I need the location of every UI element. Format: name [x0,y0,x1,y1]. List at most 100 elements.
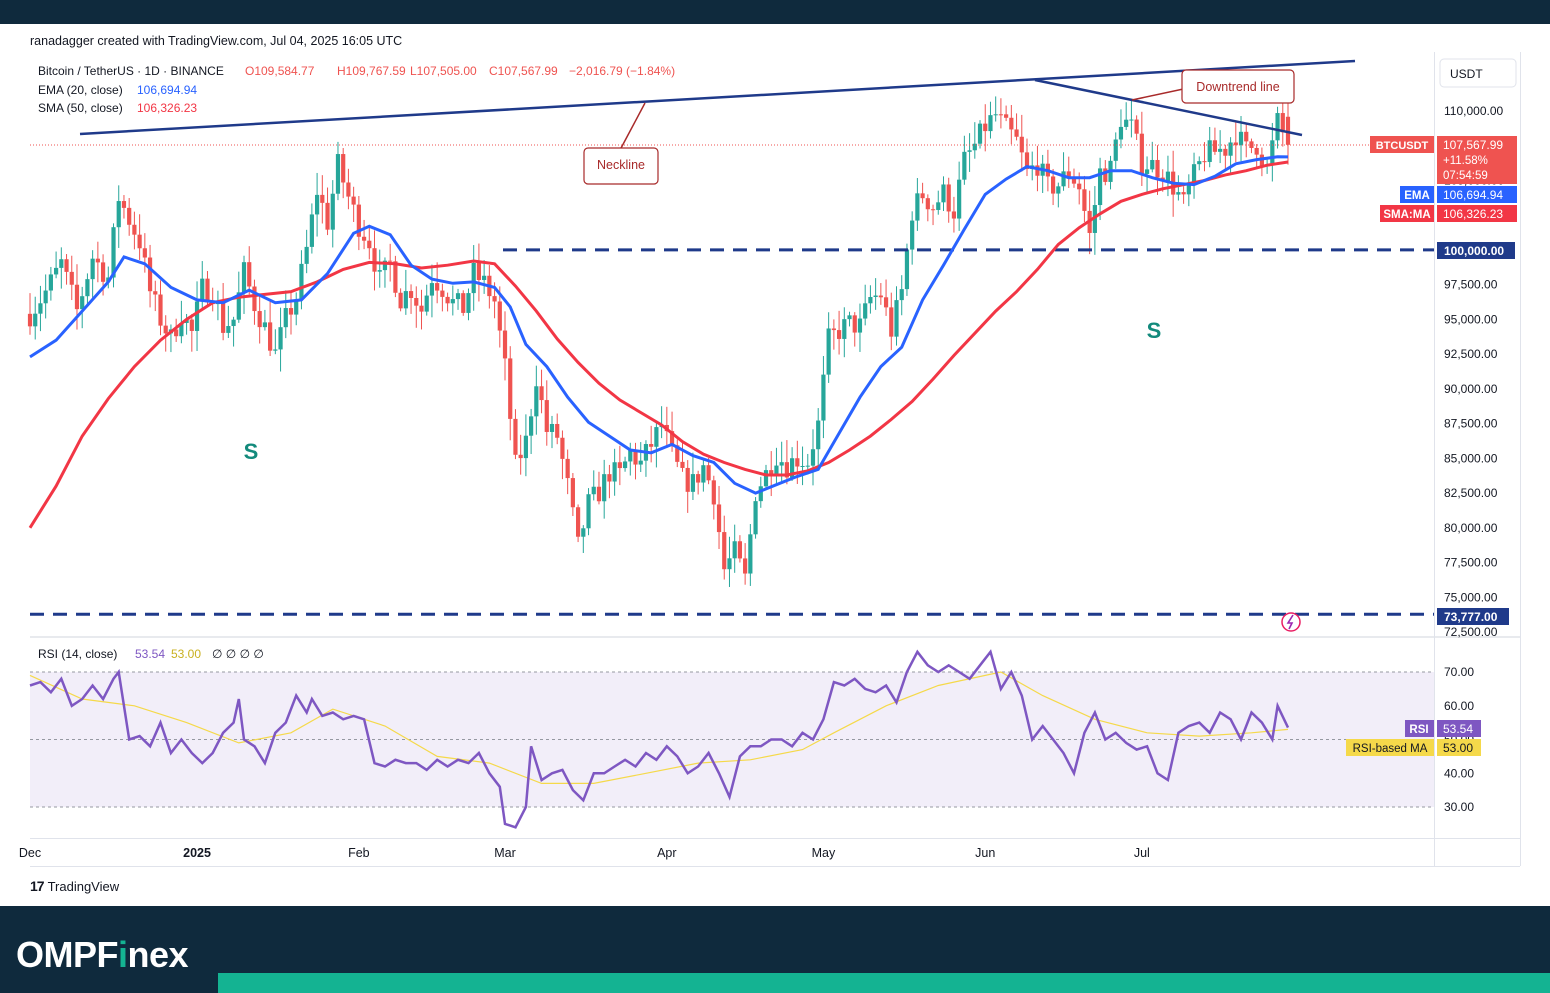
candle-body [497,301,502,331]
rsi-legend[interactable]: RSI (14, close) 53.54 53.00 ∅ ∅ ∅ ∅ [38,647,264,661]
candle-body [273,349,278,351]
currency-button[interactable] [1439,58,1517,88]
candle-body [993,114,998,116]
downtrend-label-box[interactable] [1181,69,1295,104]
chart-canvas[interactable]: Neckline Downtrend line S S Bitcoin / Te… [0,0,1550,906]
candle-body [1009,117,1014,130]
candle-body [408,291,414,298]
candle-body [732,541,737,559]
candle-body [842,319,847,339]
candle-body [977,123,983,144]
candle-body [247,262,252,287]
time-tick-label: Mar [494,846,516,860]
price-tick-label: 82,500.00 [1444,486,1498,500]
top-bar [0,0,1550,24]
candle-body [205,278,210,303]
candle-body [930,209,936,211]
candle-body [174,329,179,337]
candle-body [1202,161,1207,163]
candle-body [153,291,158,295]
candle-body [1113,139,1118,161]
candle-body [414,297,419,306]
candle-body [85,279,90,297]
candle-body [393,261,398,293]
alert-icon[interactable] [1281,612,1301,632]
candle-body [831,328,836,331]
rsi-tag-bg [1405,720,1434,737]
level-73777-badge: 73,777.00 [1437,608,1509,625]
candle-body [74,284,80,310]
candle-body [622,461,628,469]
candle-body [774,465,779,477]
legend-sma-label[interactable]: SMA (50, close) [38,101,123,115]
candle-body [1134,119,1139,134]
candle-body [821,374,826,421]
sma-tag-bg [1380,205,1434,222]
candle-body [555,423,560,438]
price-tick-label: 77,500.00 [1444,556,1498,570]
brand-prefix: OMPF [16,934,119,975]
candle-body [1066,171,1071,177]
candle-body [951,211,957,219]
candle-body [722,532,727,570]
level-73777-bg [1437,608,1509,625]
candle-body [325,202,330,230]
rsi-legend-label[interactable]: RSI (14, close) [38,647,117,661]
legend-symbol[interactable]: Bitcoin / TetherUS · 1D · BINANCE [38,64,224,78]
candle-body [816,420,821,450]
candle-body [482,275,487,280]
candle-body [675,445,680,462]
neckline-label-box[interactable] [583,147,659,185]
candle-body [899,289,904,301]
candle-body [1244,131,1249,142]
candle-body [680,461,685,468]
brand-suffix: nex [127,934,189,975]
candle-body [706,465,711,481]
candle-body [1176,192,1181,195]
candle-body [288,308,294,315]
rsi-legend-ma-value: 53.00 [171,647,201,661]
candle-body [1051,176,1056,194]
candle-body [179,323,184,337]
candle-body [372,248,377,272]
candle-body [529,416,534,436]
candle-body [753,501,758,535]
main-pane[interactable] [30,52,1434,636]
candle-body [314,194,320,215]
candle-body [873,295,878,297]
brand-logo[interactable]: OMPFinex [16,934,189,976]
candle-body [132,224,137,235]
chart-credit: ranadagger created with TradingView.com,… [30,34,403,48]
legend[interactable]: Bitcoin / TetherUS · 1D · BINANCE O109,5… [38,64,675,115]
sma-value-bg [1437,205,1517,222]
footer-accent-strip [218,973,1550,993]
candle-body [612,462,617,482]
candle-body [351,196,356,205]
candle-body [268,322,273,351]
shoulder-right-label: S [1147,318,1162,343]
candle-body [69,271,74,285]
legend-change: −2,016.79 (−1.84%) [569,64,675,78]
candle-body [335,154,341,194]
candle-body [581,528,586,537]
candle-body [685,467,690,492]
candle-body [1155,159,1160,178]
tradingview-wordmark: TradingView [47,878,120,894]
candle-body [539,386,544,401]
price-tick-label: 92,500.00 [1444,347,1498,361]
candle-body [883,297,889,308]
candle-body [1186,185,1191,195]
candle-body [283,308,288,328]
tradingview-logo[interactable]: 17 TradingView [30,878,119,894]
candle-body [518,454,523,459]
candle-body [461,293,466,313]
legend-open: O109,584.77 [245,64,315,78]
legend-ema-label[interactable]: EMA (20, close) [38,83,123,97]
candle-body [575,507,581,537]
candle-body [1024,152,1030,170]
time-tick-label: Jul [1134,846,1150,860]
candle-body [304,246,309,264]
candle-body [941,184,946,203]
rsi-ma-tag-bg [1346,739,1434,756]
candle-body [972,143,977,151]
